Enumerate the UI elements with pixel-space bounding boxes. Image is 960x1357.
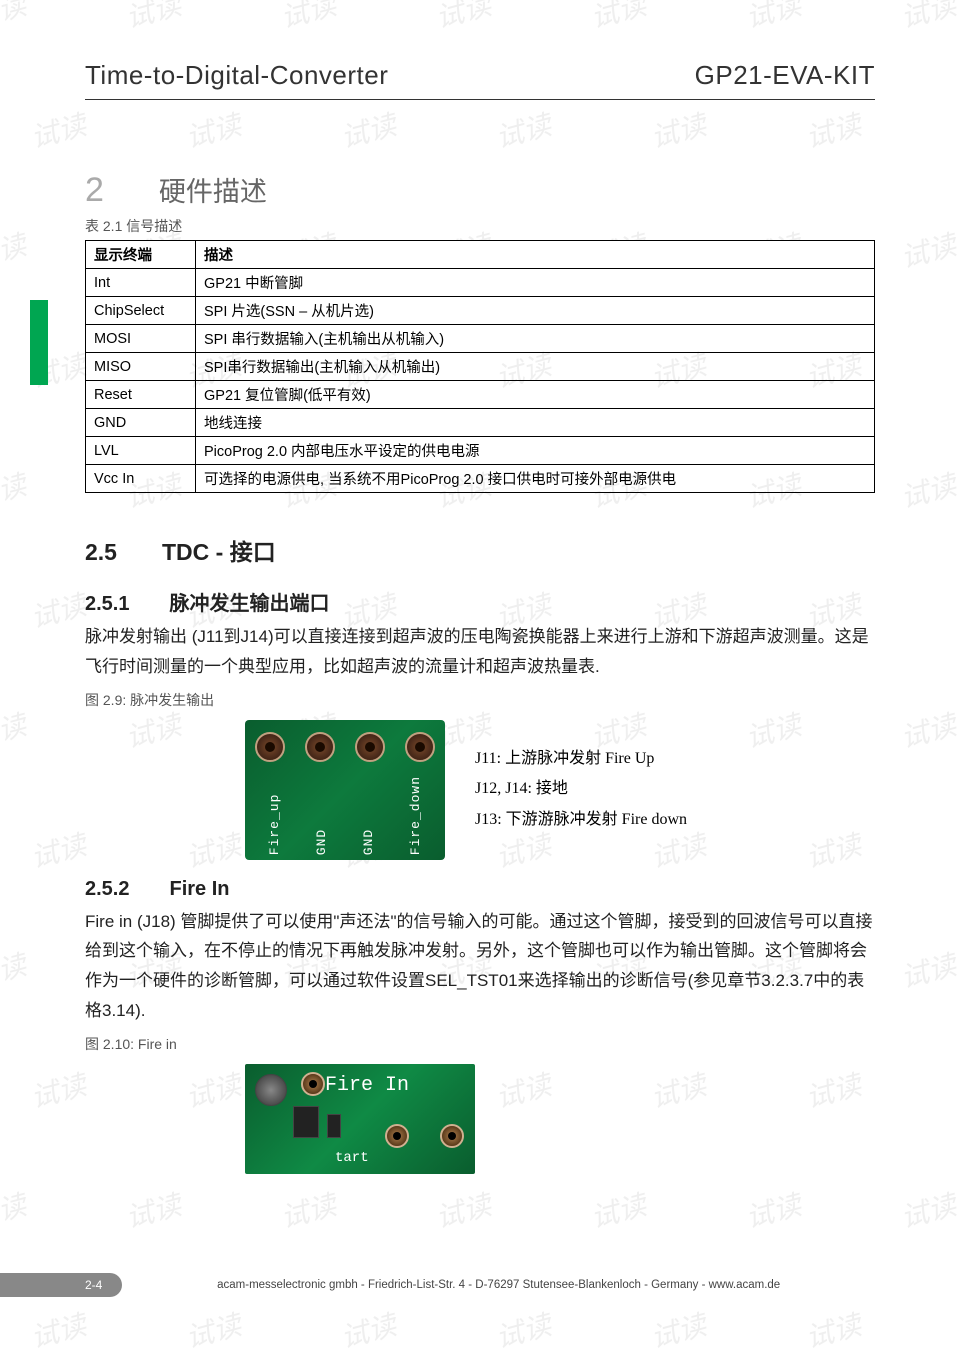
sub-num: 2.5.1	[85, 593, 129, 616]
chip-icon	[293, 1106, 319, 1138]
table-row: MOSISPI 串行数据输入(主机输出从机输入)	[86, 325, 875, 353]
pcb-label: Fire_down	[408, 776, 423, 855]
page-content: Time-to-Digital-Converter GP21-EVA-KIT 2…	[0, 0, 960, 1174]
pcb-label: Fire_up	[267, 776, 282, 855]
table-row: ResetGP21 复位管脚(低平有效)	[86, 381, 875, 409]
tart-label: tart	[335, 1150, 369, 1166]
pcb-pad	[305, 732, 335, 762]
section-2-5-2: 2.5.2 Fire In	[85, 878, 875, 901]
fig-caption-210: 图 2.10: Fire in	[85, 1034, 875, 1054]
section-2-5: 2.5 TDC - 接口	[85, 533, 875, 567]
chapter-number: 2	[85, 171, 104, 210]
body-251: 脉冲发射输出 (J11到J14)可以直接连接到超声波的压电陶瓷换能器上来进行上游…	[85, 622, 875, 682]
fig-caption-29: 图 2.9: 脉冲发生输出	[85, 690, 875, 710]
footer-text: acam-messelectronic gmbh - Friedrich-Lis…	[122, 1279, 960, 1291]
figure-2-9-row: Fire_up GND GND Fire_down J11: 上游脉冲发射 Fi…	[85, 720, 875, 860]
th-terminal: 显示终端	[86, 241, 196, 269]
pcb-image-1: Fire_up GND GND Fire_down	[245, 720, 445, 860]
table-row: IntGP21 中断管脚	[86, 269, 875, 297]
chip-icon	[327, 1114, 341, 1138]
table-caption: 表 2.1 信号描述	[85, 216, 875, 236]
sub-title: 脉冲发生输出端口	[169, 587, 329, 616]
table-row: ChipSelectSPI 片选(SSN – 从机片选)	[86, 297, 875, 325]
sub-title: Fire In	[169, 878, 229, 901]
pcb-pad	[301, 1072, 325, 1096]
chapter-heading: 2 硬件描述	[85, 170, 875, 210]
sub-num: 2.5.2	[85, 878, 129, 901]
header-left: Time-to-Digital-Converter	[85, 60, 388, 91]
pcb-label: GND	[314, 776, 329, 855]
pcb-pad	[385, 1124, 409, 1148]
pin-desc: J11: 上游脉冲发射 Fire Up	[475, 744, 687, 774]
fire-in-label: Fire In	[325, 1074, 409, 1097]
pcb-pad	[255, 732, 285, 762]
pcb-label: GND	[361, 776, 376, 855]
table-row: LVLPicoProg 2.0 内部电压水平设定的供电电源	[86, 437, 875, 465]
header-right: GP21-EVA-KIT	[695, 60, 875, 91]
th-desc: 描述	[196, 241, 875, 269]
page-number: 2-4	[0, 1273, 122, 1297]
signal-table: 显示终端 描述 IntGP21 中断管脚 ChipSelectSPI 片选(SS…	[85, 240, 875, 493]
pin-desc: J12, J14: 接地	[475, 774, 687, 804]
page-footer: 2-4 acam-messelectronic gmbh - Friedrich…	[0, 1273, 960, 1297]
sec-num: 2.5	[85, 539, 117, 566]
table-row: MISOSPI串行数据输出(主机输入从机输出)	[86, 353, 875, 381]
chapter-title: 硬件描述	[159, 170, 267, 209]
header-rule	[85, 99, 875, 100]
table-row: Vcc In可选择的电源供电, 当系统不用PicoProg 2.0 接口供电时可…	[86, 465, 875, 493]
chip-icon	[255, 1074, 287, 1106]
pcb-pad	[440, 1124, 464, 1148]
side-tab	[30, 300, 48, 385]
page-header: Time-to-Digital-Converter GP21-EVA-KIT	[85, 60, 875, 91]
pcb-image-2: Fire In tart	[245, 1064, 475, 1174]
pin-desc-list: J11: 上游脉冲发射 Fire Up J12, J14: 接地 J13: 下游…	[475, 744, 687, 835]
section-2-5-1: 2.5.1 脉冲发生输出端口	[85, 587, 875, 616]
body-252: Fire in (J18) 管脚提供了可以使用"声还法"的信号输入的可能。通过这…	[85, 907, 875, 1026]
pin-desc: J13: 下游游脉冲发射 Fire down	[475, 805, 687, 835]
table-row: GND地线连接	[86, 409, 875, 437]
table-header-row: 显示终端 描述	[86, 241, 875, 269]
sec-title: TDC - 接口	[162, 533, 276, 567]
pcb-pad	[405, 732, 435, 762]
pcb-pad	[355, 732, 385, 762]
